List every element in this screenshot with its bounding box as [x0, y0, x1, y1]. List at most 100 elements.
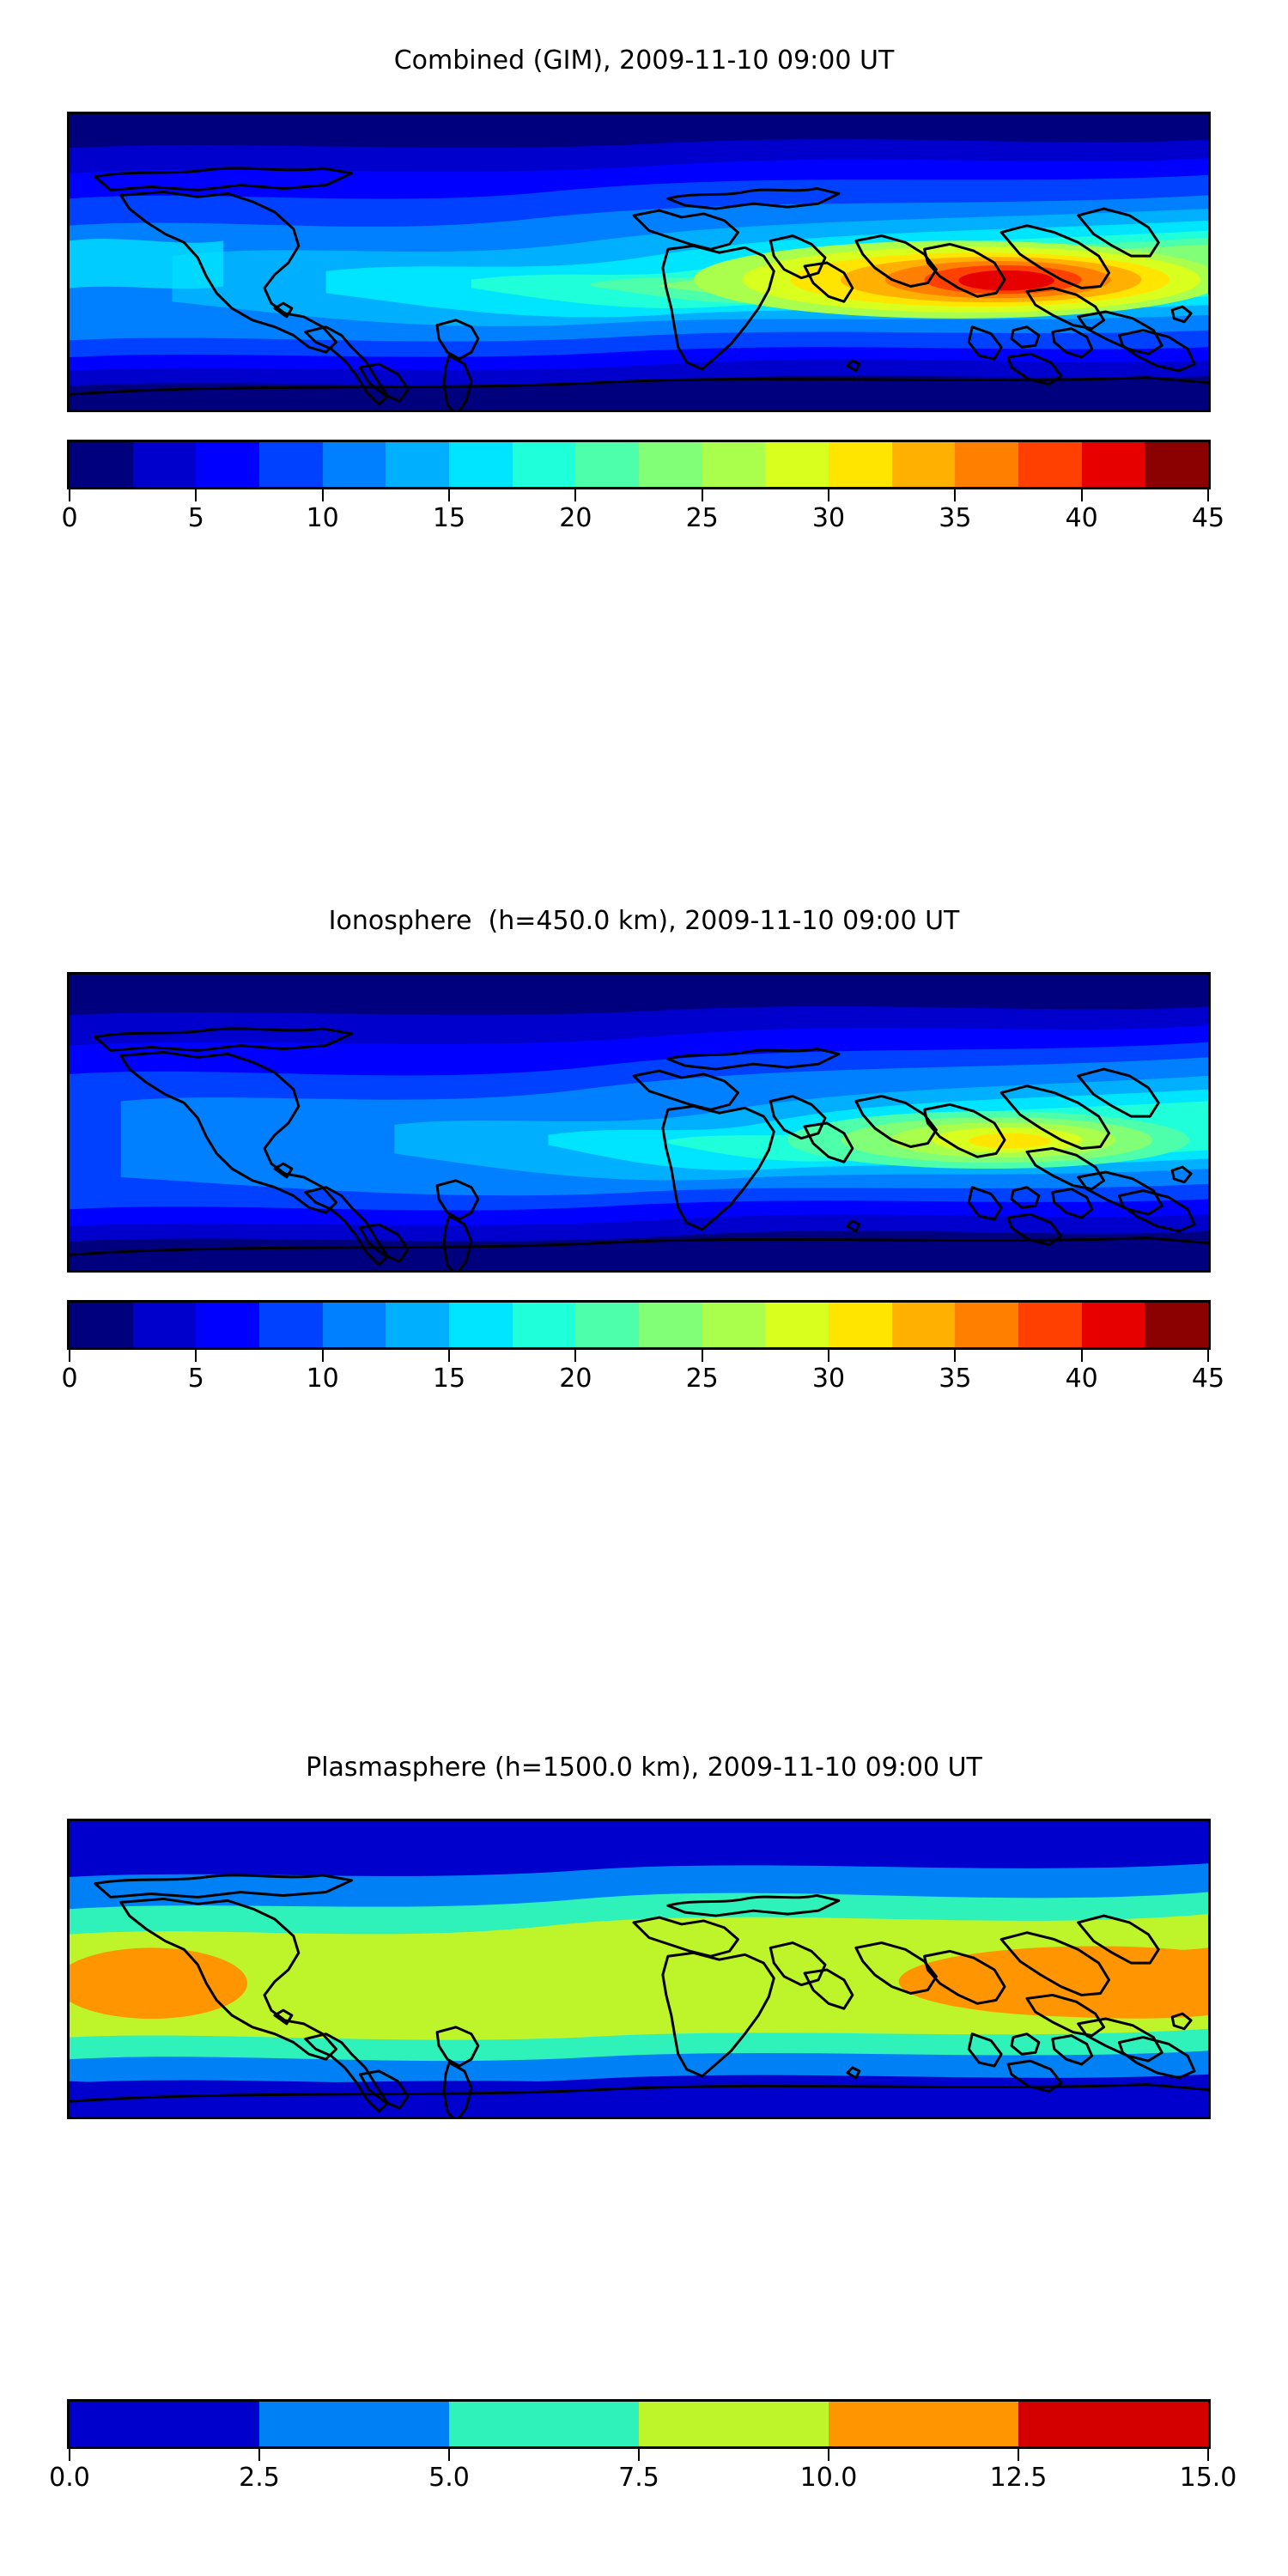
colorbar-swatch-14 — [955, 1303, 1019, 1347]
colorbar-swatch-13 — [891, 442, 956, 487]
colorbar-swatch-4 — [322, 1303, 386, 1347]
colorbar-swatch-4 — [322, 442, 386, 487]
colorbar-swatch-5 — [386, 442, 450, 487]
colorbar-tick-5 — [701, 1350, 703, 1362]
colorbar-tick-label-8: 40 — [1065, 503, 1098, 533]
colorbar-swatch-6 — [449, 1303, 513, 1347]
colorbar-tick-label-9: 45 — [1191, 1364, 1225, 1394]
colorbar-swatch-15 — [1018, 442, 1082, 487]
colorbar-tick-3 — [448, 489, 450, 501]
colorbar-combined-gim: 0 5 10 15 20 25 30 35 40 45 — [61, 440, 1224, 539]
colorbar-tick-7 — [954, 1350, 957, 1362]
colorbar-tick-label-4: 20 — [559, 1364, 592, 1394]
map-combined-gim — [67, 112, 1211, 412]
panel-title-ionosphere: Ionosphere (h=450.0 km), 2009-11-10 09:0… — [328, 906, 960, 936]
colorbar-tick-0 — [69, 489, 70, 501]
colorbar-tick-label-7: 35 — [939, 503, 972, 533]
colorbar-tick-label-3: 15 — [432, 503, 466, 533]
coastlines-1 — [70, 167, 1208, 410]
colorbar-swatch-7 — [512, 442, 576, 487]
contour-layer-1 — [70, 114, 1208, 410]
colorbar-swatch-8 — [575, 1303, 640, 1347]
colorbar-tick-6 — [828, 1350, 829, 1362]
colorbar-tick-label-6: 30 — [811, 1364, 846, 1394]
colorbar-swatch-2 — [196, 442, 260, 487]
colorbar-swatch-11 — [765, 442, 829, 487]
colorbar-tick-0 — [69, 2449, 70, 2461]
colorbar-tick-4 — [828, 2449, 829, 2461]
colorbar-swatch-8 — [575, 442, 640, 487]
colorbar-tick-1 — [195, 1350, 197, 1362]
colorbar-tick-5 — [701, 489, 703, 501]
panel-combined-gim: Combined (GIM), 2009-11-10 09:00 UT — [0, 45, 1288, 77]
colorbar-plasmasphere: 0.0 2.5 5.0 7.5 10.0 12.5 15.0 — [49, 2399, 1236, 2499]
colorbar-swatch-16 — [1081, 442, 1145, 487]
colorbar-swatch-17 — [1145, 1303, 1209, 1347]
colorbar-tick-label-2: 10 — [306, 503, 339, 533]
coastlines-2 — [70, 1027, 1208, 1270]
colorbar-swatch-9 — [639, 1303, 702, 1347]
colorbar-tick-label-3: 15 — [432, 1364, 466, 1394]
colorbar-swatch-13 — [891, 1303, 956, 1347]
colorbar-tick-label-6: 30 — [811, 503, 846, 533]
panel-title-plasmasphere: Plasmasphere (h=1500.0 km), 2009-11-10 0… — [306, 1753, 982, 1783]
colorbar-swatch-17 — [1145, 442, 1209, 487]
colorbar-tick-5 — [1018, 2449, 1019, 2461]
colorbar-tick-label-1: 2.5 — [239, 2463, 280, 2493]
colorbar-swatch-3 — [259, 442, 323, 487]
colorbar-tick-4 — [574, 489, 577, 501]
colorbar-tick-7 — [954, 489, 957, 501]
colorbar-swatch-10 — [702, 1303, 766, 1347]
colorbar-tick-6 — [1207, 2449, 1209, 2461]
colorbar-tick-9 — [1207, 489, 1209, 501]
colorbar-strip-1 — [67, 440, 1211, 489]
colorbar-tick-label-0: 0 — [61, 503, 78, 533]
colorbar-tick-4 — [574, 1350, 577, 1362]
colorbar-swatch-3 — [259, 1303, 323, 1347]
map-svg-plasmasphere — [70, 1821, 1208, 2117]
colorbar-ticks-3 — [67, 2449, 1211, 2463]
colorbar-tick-label-5: 12.5 — [989, 2463, 1048, 2493]
colorbar-tick-label-1: 5 — [187, 503, 204, 533]
contour-layer-2 — [70, 975, 1208, 1270]
colorbar-tick-label-0: 0.0 — [49, 2463, 90, 2493]
colorbar-swatch-15 — [1018, 1303, 1082, 1347]
colorbar-tick-label-9: 45 — [1191, 503, 1225, 533]
map-ionosphere — [67, 972, 1211, 1273]
map-svg-ionosphere — [70, 975, 1208, 1270]
colorbar-swatch-11 — [765, 1303, 829, 1347]
colorbar-swatch-2 — [196, 1303, 260, 1347]
colorbar-swatch-2 — [449, 2402, 639, 2446]
map-plasmasphere — [67, 1819, 1211, 2119]
colorbar-swatch-0 — [70, 442, 133, 487]
colorbar-swatch-7 — [512, 1303, 576, 1347]
contour-layer-3 — [70, 1821, 1208, 2117]
colorbar-tick-label-2: 5.0 — [428, 2463, 470, 2493]
colorbar-tick-3 — [638, 2449, 640, 2461]
colorbar-tick-8 — [1080, 489, 1083, 501]
colorbar-swatch-5 — [1018, 2402, 1208, 2446]
colorbar-tick-label-7: 35 — [939, 1364, 972, 1394]
colorbar-tick-1 — [195, 489, 197, 501]
colorbar-swatch-0 — [70, 1303, 133, 1347]
colorbar-tick-label-0: 0 — [61, 1364, 78, 1394]
colorbar-ionosphere: 0 5 10 15 20 25 30 35 40 45 — [61, 1300, 1224, 1400]
panel-plasmasphere: Plasmasphere (h=1500.0 km), 2009-11-10 0… — [0, 1752, 1288, 1784]
colorbar-tick-label-4: 10.0 — [799, 2463, 858, 2493]
colorbar-swatch-4 — [829, 2402, 1018, 2446]
colorbar-swatch-3 — [639, 2402, 829, 2446]
colorbar-strip-3 — [67, 2399, 1211, 2449]
colorbar-tick-label-5: 25 — [685, 503, 719, 533]
colorbar-swatch-5 — [386, 1303, 450, 1347]
colorbar-tick-1 — [258, 2449, 260, 2461]
colorbar-tick-9 — [1207, 1350, 1209, 1362]
map-frame-ionosphere — [67, 972, 1211, 1273]
colorbar-labels-1: 0 5 10 15 20 25 30 35 40 45 — [61, 503, 1224, 539]
colorbar-tick-0 — [69, 1350, 70, 1362]
map-frame-plasmasphere — [67, 1819, 1211, 2119]
colorbar-tick-2 — [448, 2449, 450, 2461]
colorbar-labels-2: 0 5 10 15 20 25 30 35 40 45 — [61, 1364, 1224, 1400]
colorbar-tick-label-2: 10 — [306, 1364, 339, 1394]
panel-ionosphere: Ionosphere (h=450.0 km), 2009-11-10 09:0… — [0, 905, 1288, 938]
